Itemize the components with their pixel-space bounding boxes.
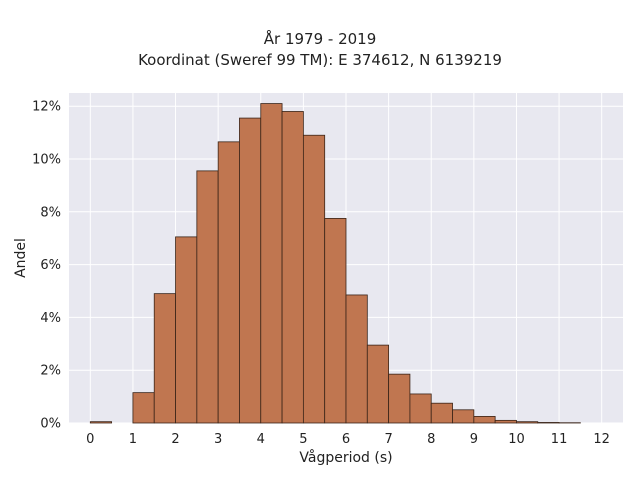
- y-axis-ticks: 0% 2% 4% 6% 8% 10% 12%: [32, 100, 61, 432]
- histogram-bar: [153, 293, 176, 424]
- histogram-bar: [281, 111, 304, 424]
- chart-title-line-2: Koordinat (Sweref 99 TM): E 374612, N 61…: [138, 51, 502, 69]
- x-tick-label: 1: [129, 432, 137, 447]
- histogram-bar: [217, 141, 240, 424]
- y-tick-label: 2%: [40, 364, 61, 379]
- x-tick-label: 4: [257, 432, 265, 447]
- histogram-bar: [452, 409, 475, 424]
- histogram-bar: [430, 402, 453, 424]
- x-axis-label: Vågperiod (s): [299, 449, 392, 466]
- x-tick-label: 12: [593, 432, 610, 447]
- histogram-bar: [260, 103, 283, 424]
- histogram-bar: [494, 419, 517, 424]
- histogram-bar: [345, 294, 368, 424]
- bars: [89, 103, 581, 424]
- histogram-bar: [409, 393, 432, 424]
- histogram-bar: [366, 344, 390, 424]
- y-tick-label: 0%: [40, 417, 61, 432]
- chart-title-line-1: År 1979 - 2019: [263, 30, 377, 48]
- x-tick-label: 3: [214, 432, 222, 447]
- histogram-bar: [537, 422, 560, 424]
- y-tick-label: 6%: [40, 258, 61, 273]
- x-tick-label: 6: [342, 432, 350, 447]
- histogram-bar: [132, 392, 155, 424]
- histogram-bar: [89, 421, 113, 424]
- histogram-bar: [196, 170, 219, 424]
- x-tick-label: 11: [551, 432, 568, 447]
- y-axis-label: Andel: [13, 238, 29, 278]
- y-tick-label: 8%: [40, 205, 61, 220]
- histogram-bar: [473, 415, 496, 424]
- histogram-bar: [302, 134, 326, 424]
- histogram-bar: [388, 373, 411, 424]
- histogram-bar: [175, 236, 198, 424]
- histogram-bar: [239, 117, 262, 424]
- x-tick-label: 9: [470, 432, 478, 447]
- x-tick-label: 5: [299, 432, 307, 447]
- y-tick-label: 4%: [40, 311, 61, 326]
- y-tick-label: 10%: [32, 153, 61, 168]
- histogram-bar: [516, 421, 539, 424]
- x-tick-label: 0: [86, 432, 94, 447]
- x-tick-label: 8: [427, 432, 435, 447]
- x-axis-ticks: 0 1 2 3 4 5 6 7 8 9 10 11 12: [86, 432, 610, 447]
- y-tick-label: 12%: [32, 100, 61, 115]
- x-tick-label: 10: [508, 432, 525, 447]
- x-tick-label: 7: [384, 432, 392, 447]
- x-tick-label: 2: [171, 432, 179, 447]
- histogram-bar: [324, 217, 347, 424]
